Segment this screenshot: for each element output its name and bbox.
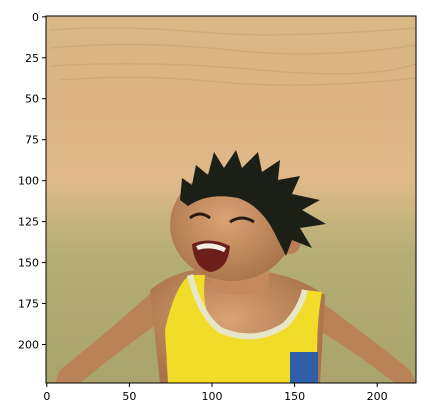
x-tick-label: 50	[122, 390, 136, 403]
shorts	[290, 352, 318, 383]
y-tick-label: 125	[18, 216, 39, 229]
x-tick-label: 150	[284, 390, 305, 403]
y-tick-label: 0	[32, 11, 39, 24]
y-tick-label: 75	[25, 134, 39, 147]
x-tick-label: 200	[367, 390, 388, 403]
y-tick-label: 150	[18, 257, 39, 270]
y-tick-label: 100	[18, 175, 39, 188]
x-tick-label: 100	[202, 390, 223, 403]
y-tick-label: 200	[18, 338, 39, 351]
y-tick-label: 50	[25, 93, 39, 106]
x-axis: 0 50 100 150 200	[43, 383, 387, 403]
photo-laughing-child	[46, 16, 416, 383]
y-axis: 0 25 50 75 100 125 150 175 200	[18, 11, 46, 352]
y-tick-label: 175	[18, 298, 39, 311]
x-tick-label: 0	[43, 390, 50, 403]
y-tick-label: 25	[25, 52, 39, 65]
